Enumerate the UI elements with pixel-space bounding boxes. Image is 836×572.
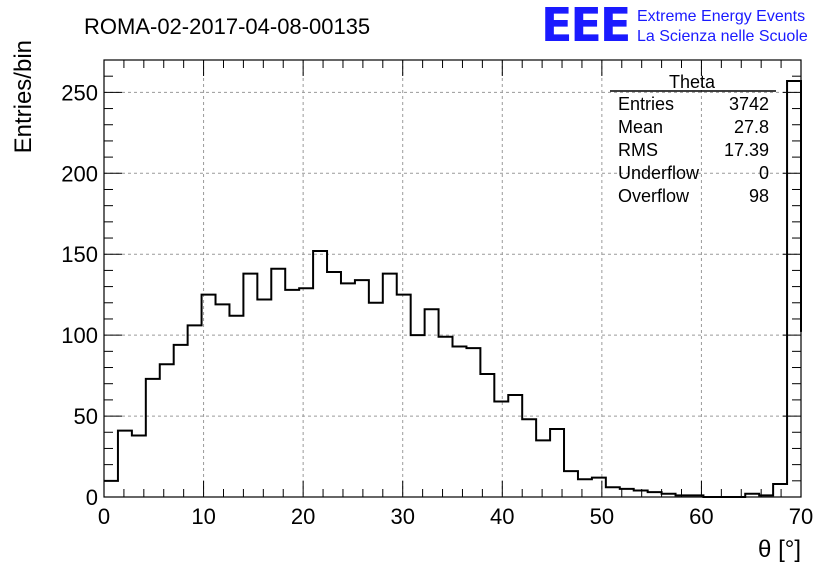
stats-rows: Entries 3742 Mean 27.8 RMS 17.39 Underflow 0 Ove… bbox=[618, 94, 769, 206]
stats-row-value: 0 bbox=[759, 163, 769, 183]
stats-row-label: Entries bbox=[618, 94, 674, 114]
x-tick-label: 30 bbox=[390, 504, 414, 529]
x-tick-label: 60 bbox=[689, 504, 713, 529]
x-tick-label: 40 bbox=[490, 504, 514, 529]
y-axis-label: Entries/bin bbox=[10, 40, 37, 153]
x-tick-label: 70 bbox=[789, 504, 813, 529]
y-tick-label: 50 bbox=[74, 404, 98, 429]
histogram-line bbox=[104, 80, 802, 498]
stats-row-label: RMS bbox=[618, 140, 658, 160]
eee-logo-line1: Extreme Energy Events bbox=[637, 8, 805, 25]
x-tick-label: 50 bbox=[590, 504, 614, 529]
stats-box-title: Theta bbox=[669, 72, 716, 92]
eee-logo-mark: EEE bbox=[541, 0, 629, 52]
y-tick-label: 0 bbox=[86, 485, 98, 510]
chart-title: ROMA-02-2017-04-08-00135 bbox=[84, 14, 370, 39]
x-tick-label: 20 bbox=[291, 504, 315, 529]
plot-frame bbox=[103, 59, 802, 498]
stats-row-value: 17.39 bbox=[724, 140, 769, 160]
x-tick-label: 10 bbox=[191, 504, 215, 529]
stats-box: Theta Entries 3742 Mean 27.8 RMS 17.39 Underfl… bbox=[610, 72, 776, 206]
eee-logo-line2: La Scienza nelle Scuole bbox=[637, 28, 808, 45]
stats-row-value: 27.8 bbox=[734, 117, 769, 137]
y-tick-label: 100 bbox=[61, 323, 98, 348]
stats-row-label: Mean bbox=[618, 117, 663, 137]
x-axis-label: θ [°] bbox=[758, 536, 801, 563]
stats-row-label: Underflow bbox=[618, 163, 700, 183]
x-tick-labels: 0 10 20 30 40 50 60 70 bbox=[98, 504, 813, 529]
stats-row-value: 3742 bbox=[729, 94, 769, 114]
eee-logo: EEE Extreme Energy Events La Scienza nel… bbox=[541, 0, 808, 52]
y-tick-label: 250 bbox=[61, 80, 98, 105]
stats-row-label: Overflow bbox=[618, 186, 690, 206]
y-tick-label: 150 bbox=[61, 242, 98, 267]
axis-ticks bbox=[103, 59, 802, 498]
y-tick-label: 200 bbox=[61, 161, 98, 186]
grid-lines bbox=[104, 60, 801, 497]
x-tick-label: 0 bbox=[98, 504, 110, 529]
y-tick-labels: 0 50 100 150 200 250 bbox=[61, 80, 98, 510]
stats-row-value: 98 bbox=[749, 186, 769, 206]
